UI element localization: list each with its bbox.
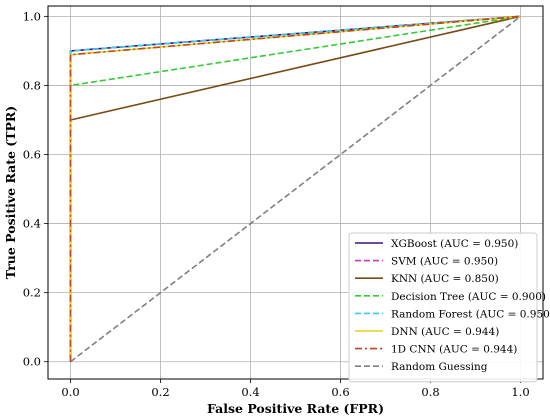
axis-ticks: 0.0 0.2 0.4 0.6 0.8 1.0 0.0 0.2 0.4 0.6 0.8 1.0 (23, 9, 530, 399)
legend-label: SVM (AUC = 0.950) (391, 256, 498, 268)
x-tick-label: 0.8 (421, 385, 439, 399)
y-axis-label: True Positive Rate (TPR) (3, 106, 18, 279)
grid-lines (48, 6, 543, 379)
series-line-dnn-auc-0-944 (69, 15, 521, 362)
legend-label: Decision Tree (AUC = 0.900) (391, 291, 546, 303)
legend-label: 1D CNN (AUC = 0.944) (391, 344, 517, 356)
legend-label: XGBoost (AUC = 0.950) (391, 238, 518, 250)
x-tick-label: 1.0 (511, 385, 529, 399)
x-tick-label: 0.6 (331, 385, 349, 399)
legend-label: Random Guessing (391, 361, 488, 373)
legend-box (348, 232, 538, 383)
legend-label: Random Forest (AUC = 0.950) (391, 308, 550, 320)
legend: XGBoost (AUC = 0.950) SVM (AUC = 0.950) KN… (348, 232, 550, 383)
y-tick-label: 0.6 (23, 148, 41, 162)
plot-frame (47, 5, 544, 380)
x-tick-label: 0.0 (61, 385, 79, 399)
x-tick-label: 0.2 (151, 385, 169, 399)
y-tick-label: 0.8 (23, 78, 41, 92)
y-tick-label: 0.0 (23, 355, 41, 369)
series-lines (69, 15, 521, 363)
legend-label: KNN (AUC = 0.850) (391, 273, 499, 285)
y-tick-label: 1.0 (23, 9, 41, 23)
y-tick-label: 0.2 (23, 286, 41, 300)
series-line-random-guessing (70, 15, 521, 363)
legend-label: DNN (AUC = 0.944) (391, 326, 499, 338)
x-tick-label: 0.4 (241, 385, 259, 399)
y-tick-label: 0.4 (23, 217, 41, 231)
x-axis-label: False Positive Rate (FPR) (207, 401, 384, 416)
